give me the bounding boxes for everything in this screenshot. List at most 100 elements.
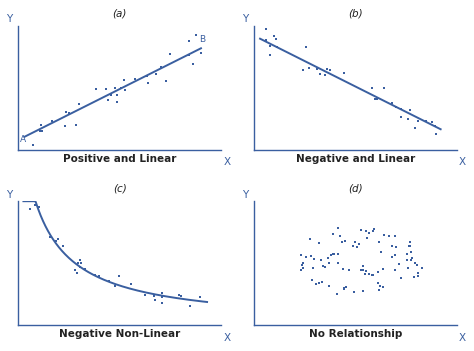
- Point: [409, 255, 416, 261]
- Point: [196, 294, 203, 300]
- Point: [185, 39, 193, 44]
- Point: [96, 273, 103, 279]
- Point: [385, 233, 393, 239]
- Point: [415, 118, 422, 124]
- Point: [391, 252, 399, 258]
- Point: [392, 105, 400, 110]
- Point: [350, 289, 358, 294]
- Point: [369, 228, 376, 233]
- Point: [379, 266, 386, 272]
- Point: [406, 239, 413, 245]
- Point: [166, 51, 174, 57]
- Point: [53, 238, 60, 244]
- Point: [398, 106, 405, 112]
- Point: [342, 284, 349, 290]
- Point: [406, 107, 413, 112]
- Point: [102, 86, 109, 92]
- Text: Y: Y: [6, 14, 12, 25]
- Point: [121, 87, 129, 93]
- Point: [380, 85, 388, 91]
- Point: [273, 45, 281, 50]
- Point: [351, 239, 359, 245]
- Point: [317, 257, 324, 263]
- Point: [395, 261, 403, 267]
- Point: [29, 142, 36, 148]
- Point: [340, 285, 347, 291]
- Point: [105, 97, 112, 103]
- Text: X: X: [223, 333, 230, 343]
- Point: [120, 77, 128, 82]
- Point: [411, 260, 419, 265]
- Text: B: B: [199, 35, 205, 44]
- Text: X: X: [459, 333, 466, 343]
- Point: [363, 235, 371, 240]
- Point: [404, 265, 412, 271]
- Point: [262, 37, 270, 43]
- Point: [46, 234, 54, 240]
- Point: [324, 255, 332, 261]
- Point: [31, 202, 39, 208]
- Point: [158, 300, 166, 306]
- Point: [432, 131, 439, 136]
- Point: [312, 281, 320, 286]
- X-axis label: Negative Non-Linear: Negative Non-Linear: [59, 330, 181, 339]
- X-axis label: Positive and Linear: Positive and Linear: [63, 154, 176, 164]
- Point: [362, 228, 370, 234]
- Point: [175, 292, 183, 298]
- Point: [341, 239, 349, 244]
- Point: [326, 68, 334, 73]
- Point: [113, 92, 120, 98]
- Point: [141, 292, 149, 298]
- Point: [317, 71, 324, 77]
- Point: [163, 79, 170, 84]
- Point: [337, 233, 344, 239]
- Point: [77, 264, 84, 270]
- Point: [105, 278, 112, 283]
- Point: [65, 110, 73, 115]
- Point: [55, 236, 62, 241]
- Point: [411, 125, 419, 131]
- Point: [404, 117, 411, 122]
- Point: [329, 251, 337, 257]
- Point: [327, 252, 335, 258]
- Point: [309, 266, 316, 271]
- Point: [81, 266, 89, 272]
- Point: [422, 119, 430, 124]
- Point: [306, 236, 314, 241]
- X-axis label: Negative and Linear: Negative and Linear: [296, 154, 415, 164]
- Point: [365, 271, 373, 277]
- Point: [414, 271, 421, 276]
- Point: [368, 272, 375, 277]
- Point: [35, 204, 43, 210]
- Point: [74, 261, 82, 266]
- Point: [355, 241, 362, 246]
- Point: [335, 260, 342, 266]
- Point: [302, 254, 310, 260]
- Point: [345, 267, 352, 273]
- Point: [376, 284, 384, 289]
- Point: [113, 99, 121, 105]
- Point: [302, 44, 310, 50]
- Point: [374, 270, 382, 275]
- Point: [365, 231, 373, 236]
- Point: [340, 70, 348, 75]
- Point: [407, 249, 415, 255]
- Point: [388, 244, 396, 249]
- Point: [406, 243, 413, 249]
- Point: [131, 76, 138, 82]
- Point: [266, 52, 274, 58]
- Point: [299, 265, 307, 271]
- Point: [177, 293, 184, 299]
- Point: [375, 239, 383, 245]
- Point: [151, 297, 159, 302]
- Point: [329, 231, 337, 237]
- Point: [333, 291, 340, 296]
- Point: [418, 265, 426, 270]
- Point: [325, 284, 332, 289]
- Point: [319, 279, 326, 285]
- Point: [298, 262, 306, 268]
- Point: [32, 202, 39, 208]
- Text: Y: Y: [6, 190, 12, 200]
- Point: [403, 257, 410, 263]
- Point: [369, 272, 376, 278]
